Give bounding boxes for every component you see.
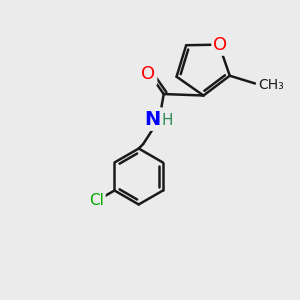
- Text: O: O: [141, 65, 155, 83]
- Text: N: N: [145, 110, 161, 129]
- Text: CH₃: CH₃: [258, 78, 284, 92]
- Text: O: O: [214, 36, 228, 54]
- Text: Cl: Cl: [89, 193, 104, 208]
- Text: H: H: [162, 113, 173, 128]
